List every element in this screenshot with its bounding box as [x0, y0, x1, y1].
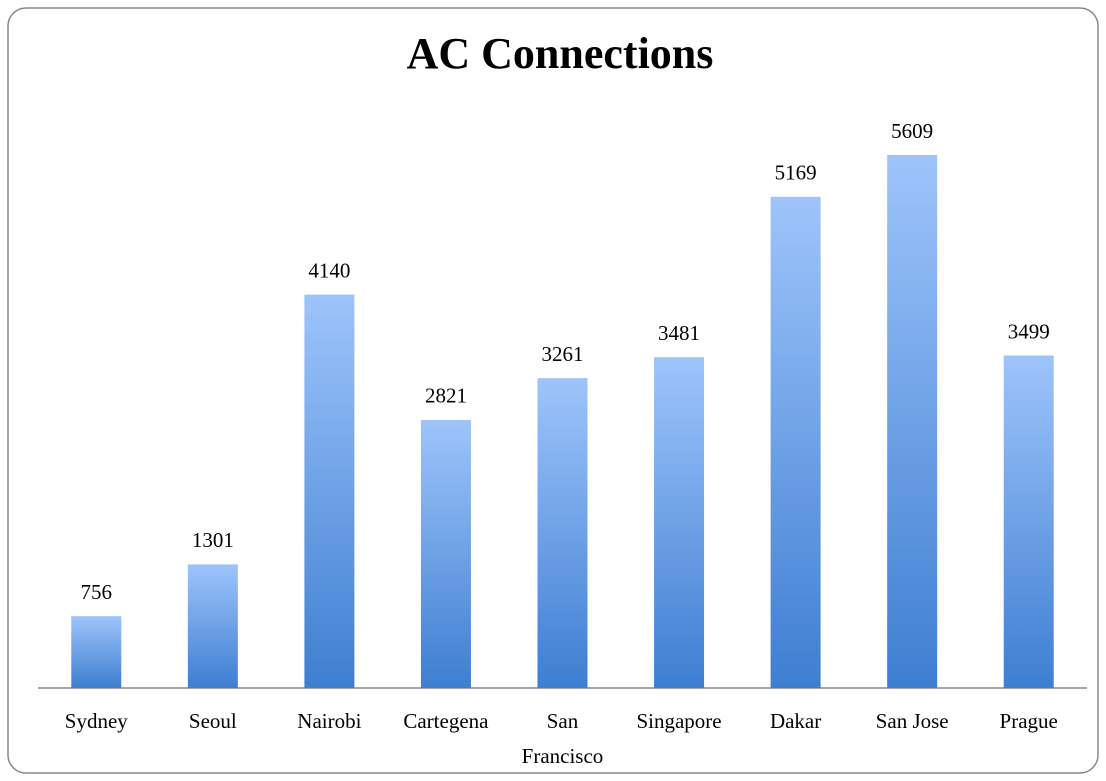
bar: [770, 196, 821, 688]
value-label: 3499: [1008, 319, 1050, 343]
x-tick-label: Seoul: [188, 709, 237, 733]
x-tick-label: Sydney: [64, 709, 128, 733]
value-label: 1301: [192, 528, 234, 552]
value-label: 3261: [542, 342, 584, 366]
bar: [537, 378, 588, 688]
x-tick-label: San Francisco: [521, 709, 604, 768]
x-tick-label: Dakar: [769, 709, 822, 733]
value-label: 2821: [425, 384, 467, 408]
bar: [420, 419, 471, 688]
value-label: 756: [81, 580, 113, 604]
x-tick-label: Singapore: [636, 709, 722, 733]
bar: [1003, 355, 1054, 688]
value-label: 4140: [308, 258, 350, 282]
bar: [304, 294, 355, 688]
x-tick-label: Nairobi: [297, 709, 362, 733]
bar: [654, 357, 705, 688]
bar: [71, 616, 122, 688]
value-label: 3481: [658, 321, 700, 345]
x-tick-label: Cartegena: [403, 709, 489, 733]
value-label: 5609: [891, 119, 933, 143]
x-tick-label: San Jose: [875, 709, 949, 733]
value-label: 5169: [775, 161, 817, 185]
x-tick-label: Prague: [999, 709, 1058, 733]
chart-title: AC Connections: [407, 29, 714, 78]
bar: [887, 155, 938, 688]
bar: [187, 564, 238, 688]
